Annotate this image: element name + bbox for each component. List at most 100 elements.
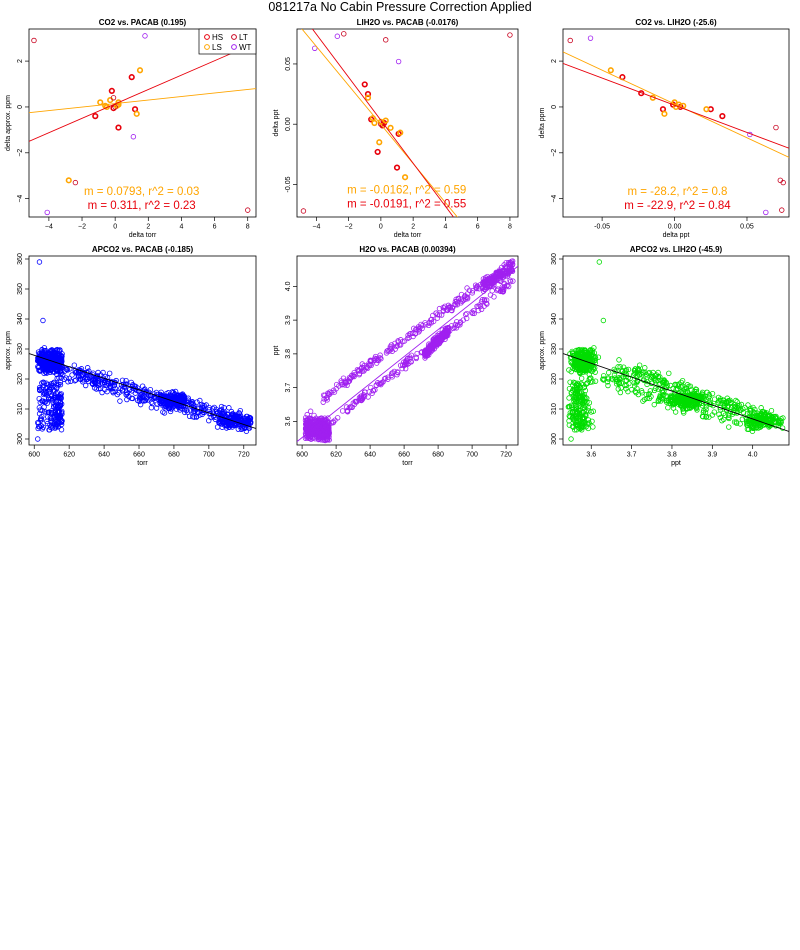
data-point bbox=[469, 310, 476, 317]
data-point bbox=[630, 372, 637, 378]
x-tick-label: 720 bbox=[238, 452, 250, 459]
data-point bbox=[450, 325, 457, 332]
data-point bbox=[72, 378, 78, 384]
data-point-lt bbox=[773, 124, 779, 131]
data-point bbox=[352, 398, 358, 405]
data-point bbox=[567, 414, 573, 420]
data-point bbox=[574, 350, 580, 357]
data-point bbox=[414, 350, 420, 357]
data-point bbox=[451, 324, 458, 330]
data-point bbox=[43, 357, 50, 364]
data-point bbox=[748, 405, 754, 412]
data-point bbox=[96, 386, 102, 392]
data-point bbox=[585, 404, 591, 411]
data-point bbox=[678, 379, 684, 386]
data-point bbox=[626, 380, 632, 387]
fit-line bbox=[29, 353, 256, 429]
data-point bbox=[191, 406, 197, 413]
data-point bbox=[657, 374, 663, 380]
legend-marker bbox=[204, 44, 210, 50]
data-point bbox=[492, 277, 498, 283]
data-point bbox=[474, 285, 480, 292]
data-point bbox=[84, 376, 90, 383]
data-point-ls bbox=[661, 110, 668, 117]
fit-line bbox=[29, 88, 256, 114]
data-point bbox=[680, 395, 687, 402]
y-tick-label: 310 bbox=[551, 403, 558, 415]
data-point bbox=[57, 361, 63, 367]
data-point bbox=[684, 382, 691, 388]
data-point-lt bbox=[72, 179, 79, 186]
data-point-lt bbox=[245, 207, 251, 213]
y-axis-label: delta approx. ppm bbox=[5, 95, 12, 151]
data-point-wt bbox=[334, 33, 341, 39]
data-point bbox=[629, 386, 635, 393]
data-point bbox=[646, 395, 653, 402]
x-tick-label: 3.6 bbox=[586, 452, 596, 459]
data-point bbox=[699, 389, 706, 396]
chart-title: CO2 vs. LIH2O (-25.6) bbox=[635, 18, 717, 27]
data-point bbox=[715, 400, 722, 406]
x-axis-label: ppt bbox=[671, 460, 681, 467]
data-point bbox=[461, 293, 468, 300]
data-point bbox=[106, 370, 113, 377]
data-point bbox=[571, 417, 578, 423]
data-point bbox=[367, 361, 373, 368]
data-point bbox=[84, 365, 91, 371]
data-point-wt bbox=[587, 35, 594, 41]
x-tick-label: 2 bbox=[411, 224, 415, 231]
data-point bbox=[659, 388, 665, 394]
data-point bbox=[494, 286, 501, 292]
data-point bbox=[572, 360, 579, 367]
data-point bbox=[323, 395, 329, 401]
legend-label: LT bbox=[239, 33, 248, 42]
data-point-wt bbox=[763, 209, 769, 216]
data-point bbox=[57, 369, 63, 375]
data-point bbox=[618, 380, 625, 386]
x-tick-label: 8 bbox=[246, 224, 250, 231]
data-point bbox=[670, 402, 676, 408]
data-point bbox=[42, 388, 49, 395]
fit-line bbox=[563, 62, 789, 149]
data-point bbox=[190, 414, 196, 420]
data-point bbox=[342, 379, 349, 385]
data-point bbox=[413, 354, 419, 360]
data-point bbox=[600, 317, 607, 324]
data-point-ls bbox=[376, 139, 383, 146]
data-point bbox=[614, 368, 620, 374]
data-point bbox=[178, 405, 184, 412]
data-point bbox=[473, 285, 479, 291]
y-tick-label: 3.6 bbox=[285, 416, 292, 426]
data-point bbox=[73, 377, 79, 383]
data-point bbox=[35, 419, 41, 426]
data-point bbox=[640, 398, 646, 404]
data-point bbox=[420, 322, 426, 329]
data-point bbox=[605, 369, 612, 376]
fit-line bbox=[29, 42, 256, 142]
y-tick-label: 300 bbox=[551, 433, 558, 445]
data-point-ls bbox=[133, 110, 140, 117]
data-point bbox=[320, 399, 326, 405]
data-point bbox=[721, 416, 727, 423]
fit-line bbox=[297, 265, 518, 442]
data-point bbox=[590, 424, 596, 430]
data-point bbox=[589, 379, 596, 385]
data-point bbox=[304, 425, 311, 431]
data-point bbox=[65, 379, 71, 385]
data-point bbox=[304, 427, 310, 434]
data-point bbox=[709, 390, 716, 397]
data-point bbox=[716, 411, 722, 418]
data-point bbox=[390, 370, 396, 376]
data-point bbox=[229, 424, 236, 430]
data-point bbox=[769, 417, 775, 423]
x-tick-label: 660 bbox=[133, 452, 145, 459]
data-point bbox=[339, 408, 346, 414]
data-point bbox=[36, 404, 43, 411]
x-axis-label: torr bbox=[402, 460, 413, 467]
chart-p5: H2O vs. PACAB (0.00394) 600 620 640 660 680 70… bbox=[273, 245, 519, 467]
y-tick-label: 340 bbox=[551, 313, 558, 325]
fit-annotation: m = -28.2, r^2 = 0.8 bbox=[627, 186, 727, 198]
data-point bbox=[748, 422, 755, 428]
data-point bbox=[726, 424, 732, 430]
data-point bbox=[244, 419, 251, 425]
